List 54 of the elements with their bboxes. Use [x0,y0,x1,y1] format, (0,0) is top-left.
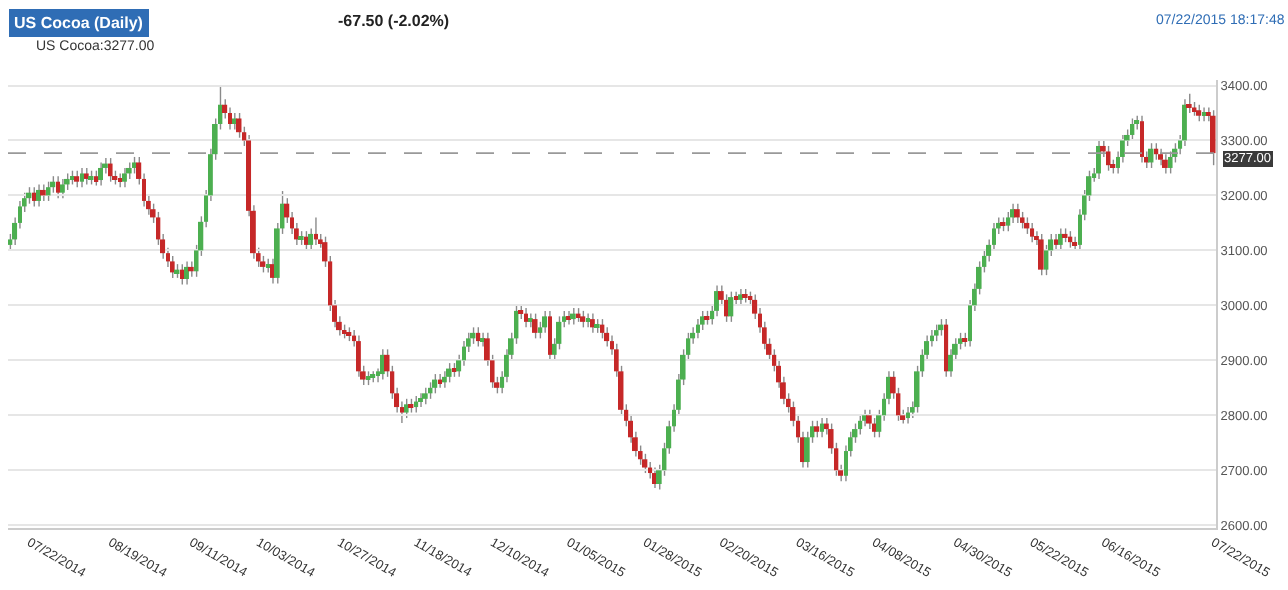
candlestick [476,326,481,348]
candlestick [446,362,452,384]
candlestick [1030,222,1035,243]
candlestick [40,183,46,202]
candlestick [404,398,409,419]
candlestick [1140,115,1144,164]
candlestick [418,392,423,408]
candlestick [570,307,576,326]
candlestick [1130,117,1135,142]
candlestick [1210,109,1216,166]
candlestick [108,157,113,183]
candlestick [1006,211,1011,232]
candlestick [1182,98,1187,147]
candlestick [590,312,595,334]
candlestick [56,175,61,199]
candlestick [1106,145,1111,172]
candlestick [548,310,552,362]
candlestick [170,255,175,279]
candlestick [80,167,84,188]
candlestick [1162,153,1168,175]
candlestick [36,183,41,208]
chart-title: US Cocoa (Daily) [14,14,144,32]
candlestick [714,284,719,318]
candlestick [944,318,949,378]
candlestick [696,318,700,340]
candlestick [1168,150,1173,175]
candlestick [314,216,318,246]
candlestick [532,312,538,340]
candlestick [180,263,185,286]
candlestick [728,290,734,323]
candlestick [820,417,824,438]
candlestick [356,334,361,378]
candlestick [1202,106,1206,122]
candlestick [524,307,528,329]
candlestick [700,310,705,331]
candlestick [586,312,591,329]
candlestick [32,186,37,208]
candlestick [1058,227,1063,252]
candlestick [442,370,447,389]
candlestick [228,106,232,131]
candlestick [906,406,910,425]
candlestick [1014,202,1020,224]
candlestick [1038,233,1044,276]
candlestick [122,167,127,188]
candlestick [46,181,51,202]
candlestick [432,373,438,395]
candlestick [184,260,189,286]
candlestick [604,326,610,348]
candlestick [858,414,863,436]
candlestick [98,161,104,187]
candlestick [556,315,562,351]
candlestick [642,453,648,474]
chart-subtitle: -67.50 (-2.02%) [338,12,450,30]
candlestick [60,178,65,199]
